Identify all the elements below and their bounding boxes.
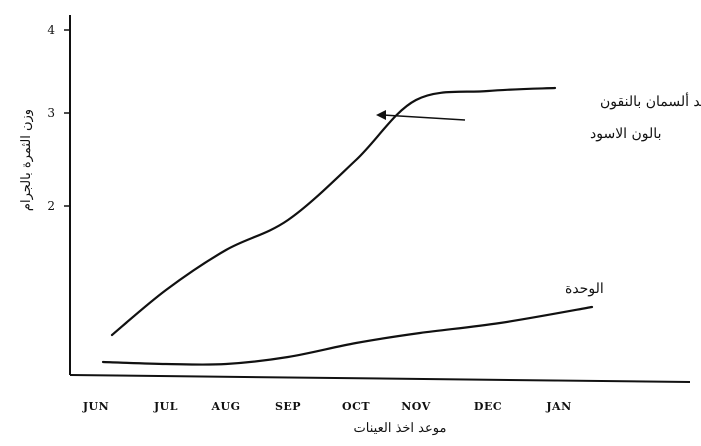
x-tick-label-sep: SEP (275, 400, 301, 413)
x-axis-title: موعد اخذ العينات (354, 421, 447, 436)
y-axis-title: وزن الثمرة بالجرام (19, 109, 34, 211)
x-tick-label-nov: NOV (401, 400, 430, 413)
x-axis-line (69, 374, 691, 383)
annotation-lower-label: الوحدة (565, 281, 604, 297)
x-tick-label-oct: OCT (342, 400, 370, 413)
y-tick-label-3: 3 (47, 106, 55, 120)
annotation-upper-line-1: مد ألسمان بالنقون (600, 91, 701, 110)
series-line-upper (110, 86, 557, 337)
x-tick-label-jan: JAN (545, 400, 571, 413)
annotation-arrow (376, 110, 466, 121)
series-line-lower (101, 305, 594, 366)
x-tick-labels: JUN JUL AUG SEP OCT NOV DEC JAN (82, 400, 571, 413)
x-tick-label-jun: JUN (82, 400, 109, 413)
y-tick-label-2: 2 (47, 199, 55, 213)
x-tick-label-aug: AUG (210, 400, 240, 413)
x-tick-label-jul: JUL (153, 400, 178, 413)
annotation-upper-line-2: بالون الاسود (590, 126, 661, 142)
y-tick-label-4: 4 (47, 23, 55, 37)
y-ticks (64, 29, 70, 207)
x-tick-label-dec: DEC (474, 400, 502, 413)
